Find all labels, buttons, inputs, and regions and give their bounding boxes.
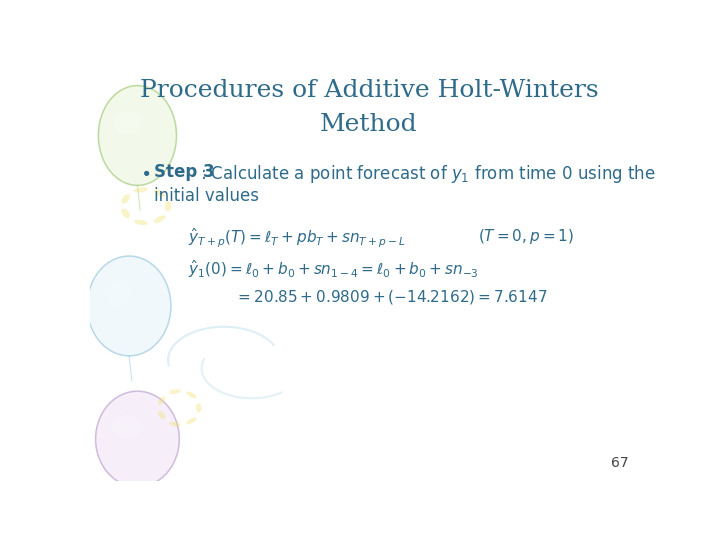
Ellipse shape — [122, 194, 130, 204]
Ellipse shape — [165, 201, 171, 211]
Ellipse shape — [158, 411, 166, 419]
Text: $\bullet$: $\bullet$ — [140, 163, 150, 180]
Ellipse shape — [158, 396, 166, 405]
Text: Method: Method — [320, 113, 418, 136]
Ellipse shape — [154, 190, 166, 197]
Ellipse shape — [154, 215, 166, 223]
Ellipse shape — [114, 111, 141, 136]
Text: initial values: initial values — [154, 187, 259, 205]
Text: $(T = 0, p = 1)$: $(T = 0, p = 1)$ — [478, 227, 574, 246]
Ellipse shape — [169, 422, 181, 426]
Ellipse shape — [96, 391, 179, 487]
Ellipse shape — [196, 403, 202, 413]
Ellipse shape — [112, 415, 142, 439]
Ellipse shape — [99, 85, 176, 185]
Ellipse shape — [186, 392, 197, 398]
Ellipse shape — [134, 220, 148, 225]
Text: 67: 67 — [611, 456, 629, 470]
Ellipse shape — [186, 417, 197, 424]
Text: : Calculate a point forecast of $y_1$ from time 0 using the: : Calculate a point forecast of $y_1$ fr… — [200, 163, 656, 185]
Ellipse shape — [87, 256, 171, 356]
Ellipse shape — [134, 187, 148, 193]
Ellipse shape — [169, 389, 181, 394]
Ellipse shape — [104, 281, 133, 306]
Ellipse shape — [122, 208, 130, 218]
Text: Step 3: Step 3 — [154, 163, 215, 180]
Text: Procedures of Additive Holt-Winters: Procedures of Additive Holt-Winters — [140, 79, 598, 103]
Text: $\hat{y}_1(0) = \ell_0 + b_0 + sn_{1-4} = \ell_0 + b_0 + sn_{-3}$: $\hat{y}_1(0) = \ell_0 + b_0 + sn_{1-4} … — [188, 258, 479, 280]
Text: $\hat{y}_{T+p}(T) = \ell_T + pb_T + sn_{T+p-L}$: $\hat{y}_{T+p}(T) = \ell_T + pb_T + sn_{… — [188, 227, 405, 251]
Text: $= 20.85 + 0.9809 + (-14.2162) = 7.6147$: $= 20.85 + 0.9809 + (-14.2162) = 7.6147$ — [235, 288, 547, 306]
